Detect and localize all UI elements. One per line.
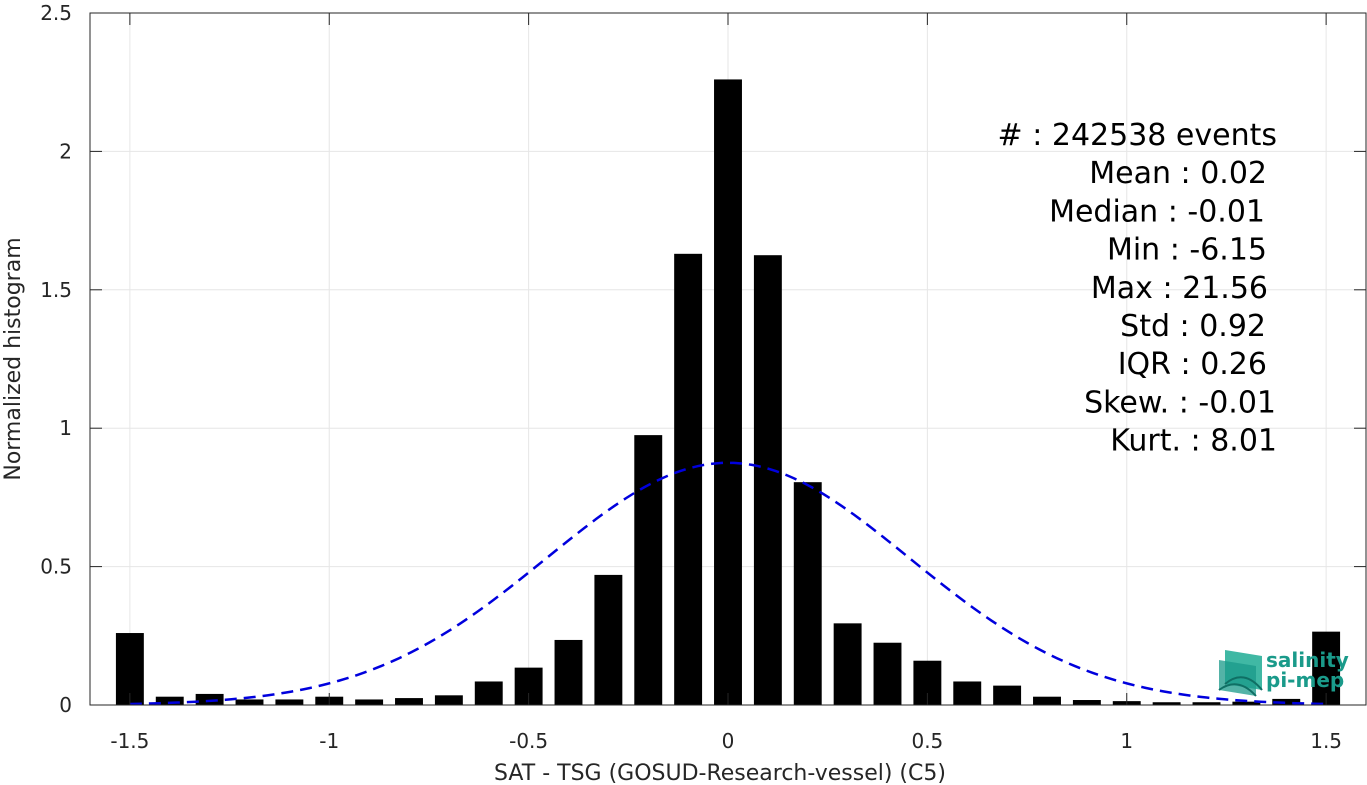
axis-ticks bbox=[90, 12, 1366, 706]
stat-line: IQR : 0.26 bbox=[1118, 347, 1267, 382]
histogram-bar bbox=[1033, 696, 1061, 705]
stat-line: Median : -0.01 bbox=[1049, 194, 1265, 229]
histogram-bars bbox=[115, 79, 1341, 706]
y-axis-label: Normalized histogram bbox=[1, 237, 26, 480]
y-tick-label: 1.5 bbox=[40, 278, 72, 302]
x-axis-label: SAT - TSG (GOSUD-Research-vessel) (C5) bbox=[494, 761, 946, 785]
histogram-bar bbox=[474, 681, 503, 705]
y-tick-label: 0 bbox=[59, 693, 72, 717]
histogram-bar bbox=[1312, 631, 1341, 705]
histogram-bar bbox=[235, 699, 264, 705]
x-tick-label: 1 bbox=[1120, 729, 1133, 753]
histogram-bar bbox=[1072, 700, 1101, 705]
histogram-bar bbox=[1272, 698, 1301, 705]
histogram-bar bbox=[554, 639, 583, 705]
logo-line1: salinity bbox=[1266, 648, 1349, 672]
histogram-bar bbox=[1152, 702, 1181, 705]
x-tick-label: 1.5 bbox=[1310, 729, 1342, 753]
histogram-bar bbox=[953, 681, 982, 705]
histogram-bar bbox=[714, 79, 742, 705]
histogram-bar bbox=[753, 255, 782, 705]
histogram-bar bbox=[275, 699, 304, 705]
x-tick-labels: -1.5 -1 -0.5 0 0.5 1 1.5 bbox=[110, 729, 1342, 753]
stat-line: Max : 21.56 bbox=[1091, 271, 1268, 306]
logo-icon bbox=[1218, 650, 1263, 697]
stat-line: Kurt. : 8.01 bbox=[1110, 424, 1277, 459]
x-tick-label: 0.5 bbox=[911, 729, 943, 753]
gaussian-fit-curve bbox=[129, 461, 1327, 706]
y-tick-label: 1 bbox=[59, 416, 72, 440]
histogram-bar bbox=[1232, 701, 1261, 705]
histogram-bar bbox=[833, 623, 862, 705]
histogram-bar bbox=[594, 574, 623, 705]
histogram-bar bbox=[793, 482, 822, 705]
salinity-pimep-logo: salinity pi-mep bbox=[1218, 648, 1349, 697]
x-tick-label: -0.5 bbox=[509, 729, 548, 753]
histogram-bar bbox=[993, 685, 1022, 705]
stat-line: Mean : 0.02 bbox=[1089, 156, 1267, 191]
stat-line: Skew. : -0.01 bbox=[1084, 385, 1276, 420]
histogram-bar bbox=[195, 693, 224, 705]
histogram-bar bbox=[634, 435, 663, 705]
histogram-bar bbox=[434, 695, 463, 705]
histogram-bar bbox=[1192, 702, 1221, 705]
y-tick-label: 2.5 bbox=[40, 1, 72, 25]
histogram-bar bbox=[355, 699, 384, 705]
stat-line: # : 242538 events bbox=[998, 118, 1277, 153]
histogram-bar bbox=[395, 698, 423, 705]
stat-line: Std : 0.92 bbox=[1120, 309, 1266, 344]
x-tick-label: -1 bbox=[319, 729, 339, 753]
histogram-bar bbox=[873, 642, 902, 705]
x-tick-label: -1.5 bbox=[110, 729, 149, 753]
stat-line: Min : -6.15 bbox=[1107, 233, 1267, 268]
x-tick-label: 0 bbox=[722, 729, 735, 753]
y-tick-labels: 0 0.5 1 1.5 2 2.5 bbox=[40, 1, 72, 717]
histogram-bar bbox=[674, 253, 703, 706]
y-tick-label: 2 bbox=[59, 139, 72, 163]
y-tick-label: 0.5 bbox=[40, 555, 72, 579]
logo-line2: pi-mep bbox=[1266, 668, 1344, 692]
histogram-bar bbox=[155, 696, 184, 705]
